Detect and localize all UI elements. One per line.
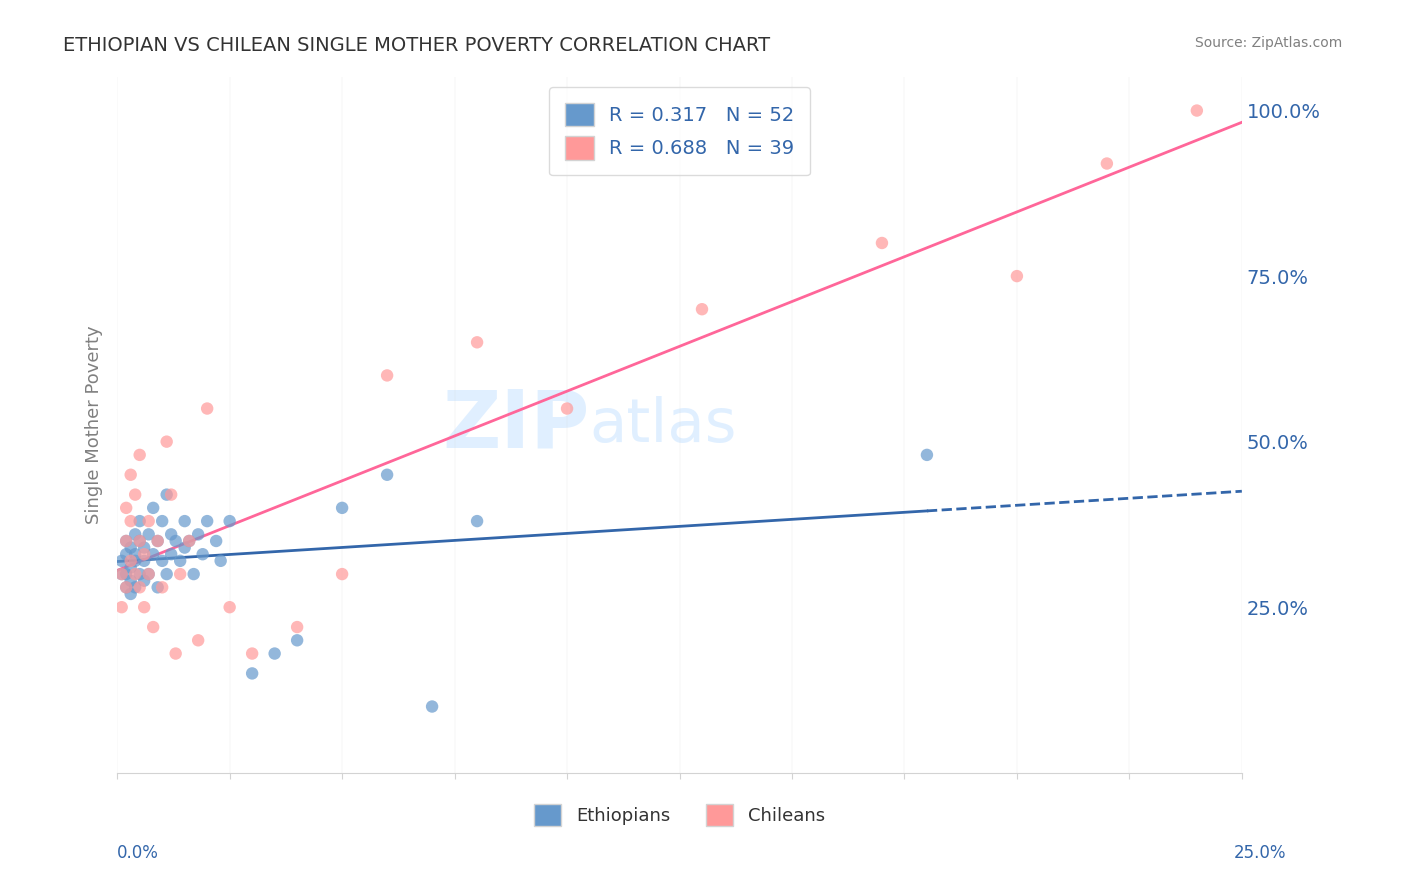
Point — [124, 527, 146, 541]
Point — [134, 541, 156, 555]
Point — [870, 235, 893, 250]
Point — [156, 434, 179, 449]
Point — [128, 533, 150, 548]
Point — [150, 514, 173, 528]
Point — [124, 547, 146, 561]
Point — [183, 567, 205, 582]
Point — [128, 567, 150, 582]
Point — [134, 554, 156, 568]
Text: 25.0%: 25.0% — [1234, 844, 1286, 862]
Point — [173, 541, 195, 555]
Point — [173, 514, 195, 528]
Point — [120, 587, 142, 601]
Point — [160, 527, 183, 541]
Point — [115, 580, 138, 594]
Point — [465, 514, 488, 528]
Point — [187, 633, 209, 648]
Point — [115, 580, 138, 594]
Point — [330, 500, 353, 515]
Point — [160, 488, 183, 502]
Point — [179, 533, 201, 548]
Point — [240, 666, 263, 681]
Point — [146, 580, 169, 594]
Point — [134, 547, 156, 561]
Point — [690, 302, 713, 317]
Point — [142, 620, 165, 634]
Point — [169, 554, 191, 568]
Point — [209, 554, 232, 568]
Point — [142, 547, 165, 561]
Point — [187, 527, 209, 541]
Legend: Ethiopians, Chileans: Ethiopians, Chileans — [527, 797, 832, 833]
Point — [169, 567, 191, 582]
Point — [128, 514, 150, 528]
Point — [240, 647, 263, 661]
Point — [1005, 269, 1028, 284]
Point — [165, 647, 187, 661]
Point — [375, 467, 398, 482]
Point — [124, 567, 146, 582]
Point — [465, 335, 488, 350]
Point — [120, 554, 142, 568]
Point — [138, 567, 160, 582]
Point — [111, 554, 134, 568]
Point — [120, 574, 142, 588]
Point — [115, 567, 138, 582]
Point — [263, 647, 285, 661]
Point — [134, 600, 156, 615]
Point — [115, 533, 138, 548]
Point — [205, 533, 228, 548]
Point — [150, 580, 173, 594]
Point — [218, 600, 240, 615]
Point — [128, 448, 150, 462]
Point — [555, 401, 578, 416]
Text: Source: ZipAtlas.com: Source: ZipAtlas.com — [1195, 36, 1343, 50]
Point — [142, 500, 165, 515]
Point — [134, 574, 156, 588]
Text: atlas: atlas — [589, 395, 737, 455]
Point — [120, 560, 142, 574]
Point — [330, 567, 353, 582]
Text: ETHIOPIAN VS CHILEAN SINGLE MOTHER POVERTY CORRELATION CHART: ETHIOPIAN VS CHILEAN SINGLE MOTHER POVER… — [63, 36, 770, 54]
Point — [120, 541, 142, 555]
Point — [179, 533, 201, 548]
Point — [138, 567, 160, 582]
Point — [165, 533, 187, 548]
Point — [218, 514, 240, 528]
Point — [138, 514, 160, 528]
Point — [115, 547, 138, 561]
Y-axis label: Single Mother Poverty: Single Mother Poverty — [86, 326, 103, 524]
Point — [156, 567, 179, 582]
Point — [111, 567, 134, 582]
Point — [120, 514, 142, 528]
Point — [128, 580, 150, 594]
Text: 0.0%: 0.0% — [117, 844, 159, 862]
Point — [915, 448, 938, 462]
Point — [138, 527, 160, 541]
Point — [111, 567, 134, 582]
Point — [195, 401, 218, 416]
Point — [1095, 156, 1118, 170]
Point — [156, 488, 179, 502]
Point — [375, 368, 398, 383]
Point — [285, 633, 308, 648]
Point — [160, 547, 183, 561]
Point — [124, 554, 146, 568]
Text: ZIP: ZIP — [443, 386, 589, 464]
Point — [120, 467, 142, 482]
Point — [191, 547, 214, 561]
Point — [124, 580, 146, 594]
Point — [128, 533, 150, 548]
Point — [115, 500, 138, 515]
Point — [1185, 103, 1208, 118]
Point — [146, 533, 169, 548]
Point — [420, 699, 443, 714]
Point — [124, 488, 146, 502]
Point — [115, 533, 138, 548]
Point — [195, 514, 218, 528]
Point — [146, 533, 169, 548]
Point — [111, 600, 134, 615]
Point — [150, 554, 173, 568]
Point — [285, 620, 308, 634]
